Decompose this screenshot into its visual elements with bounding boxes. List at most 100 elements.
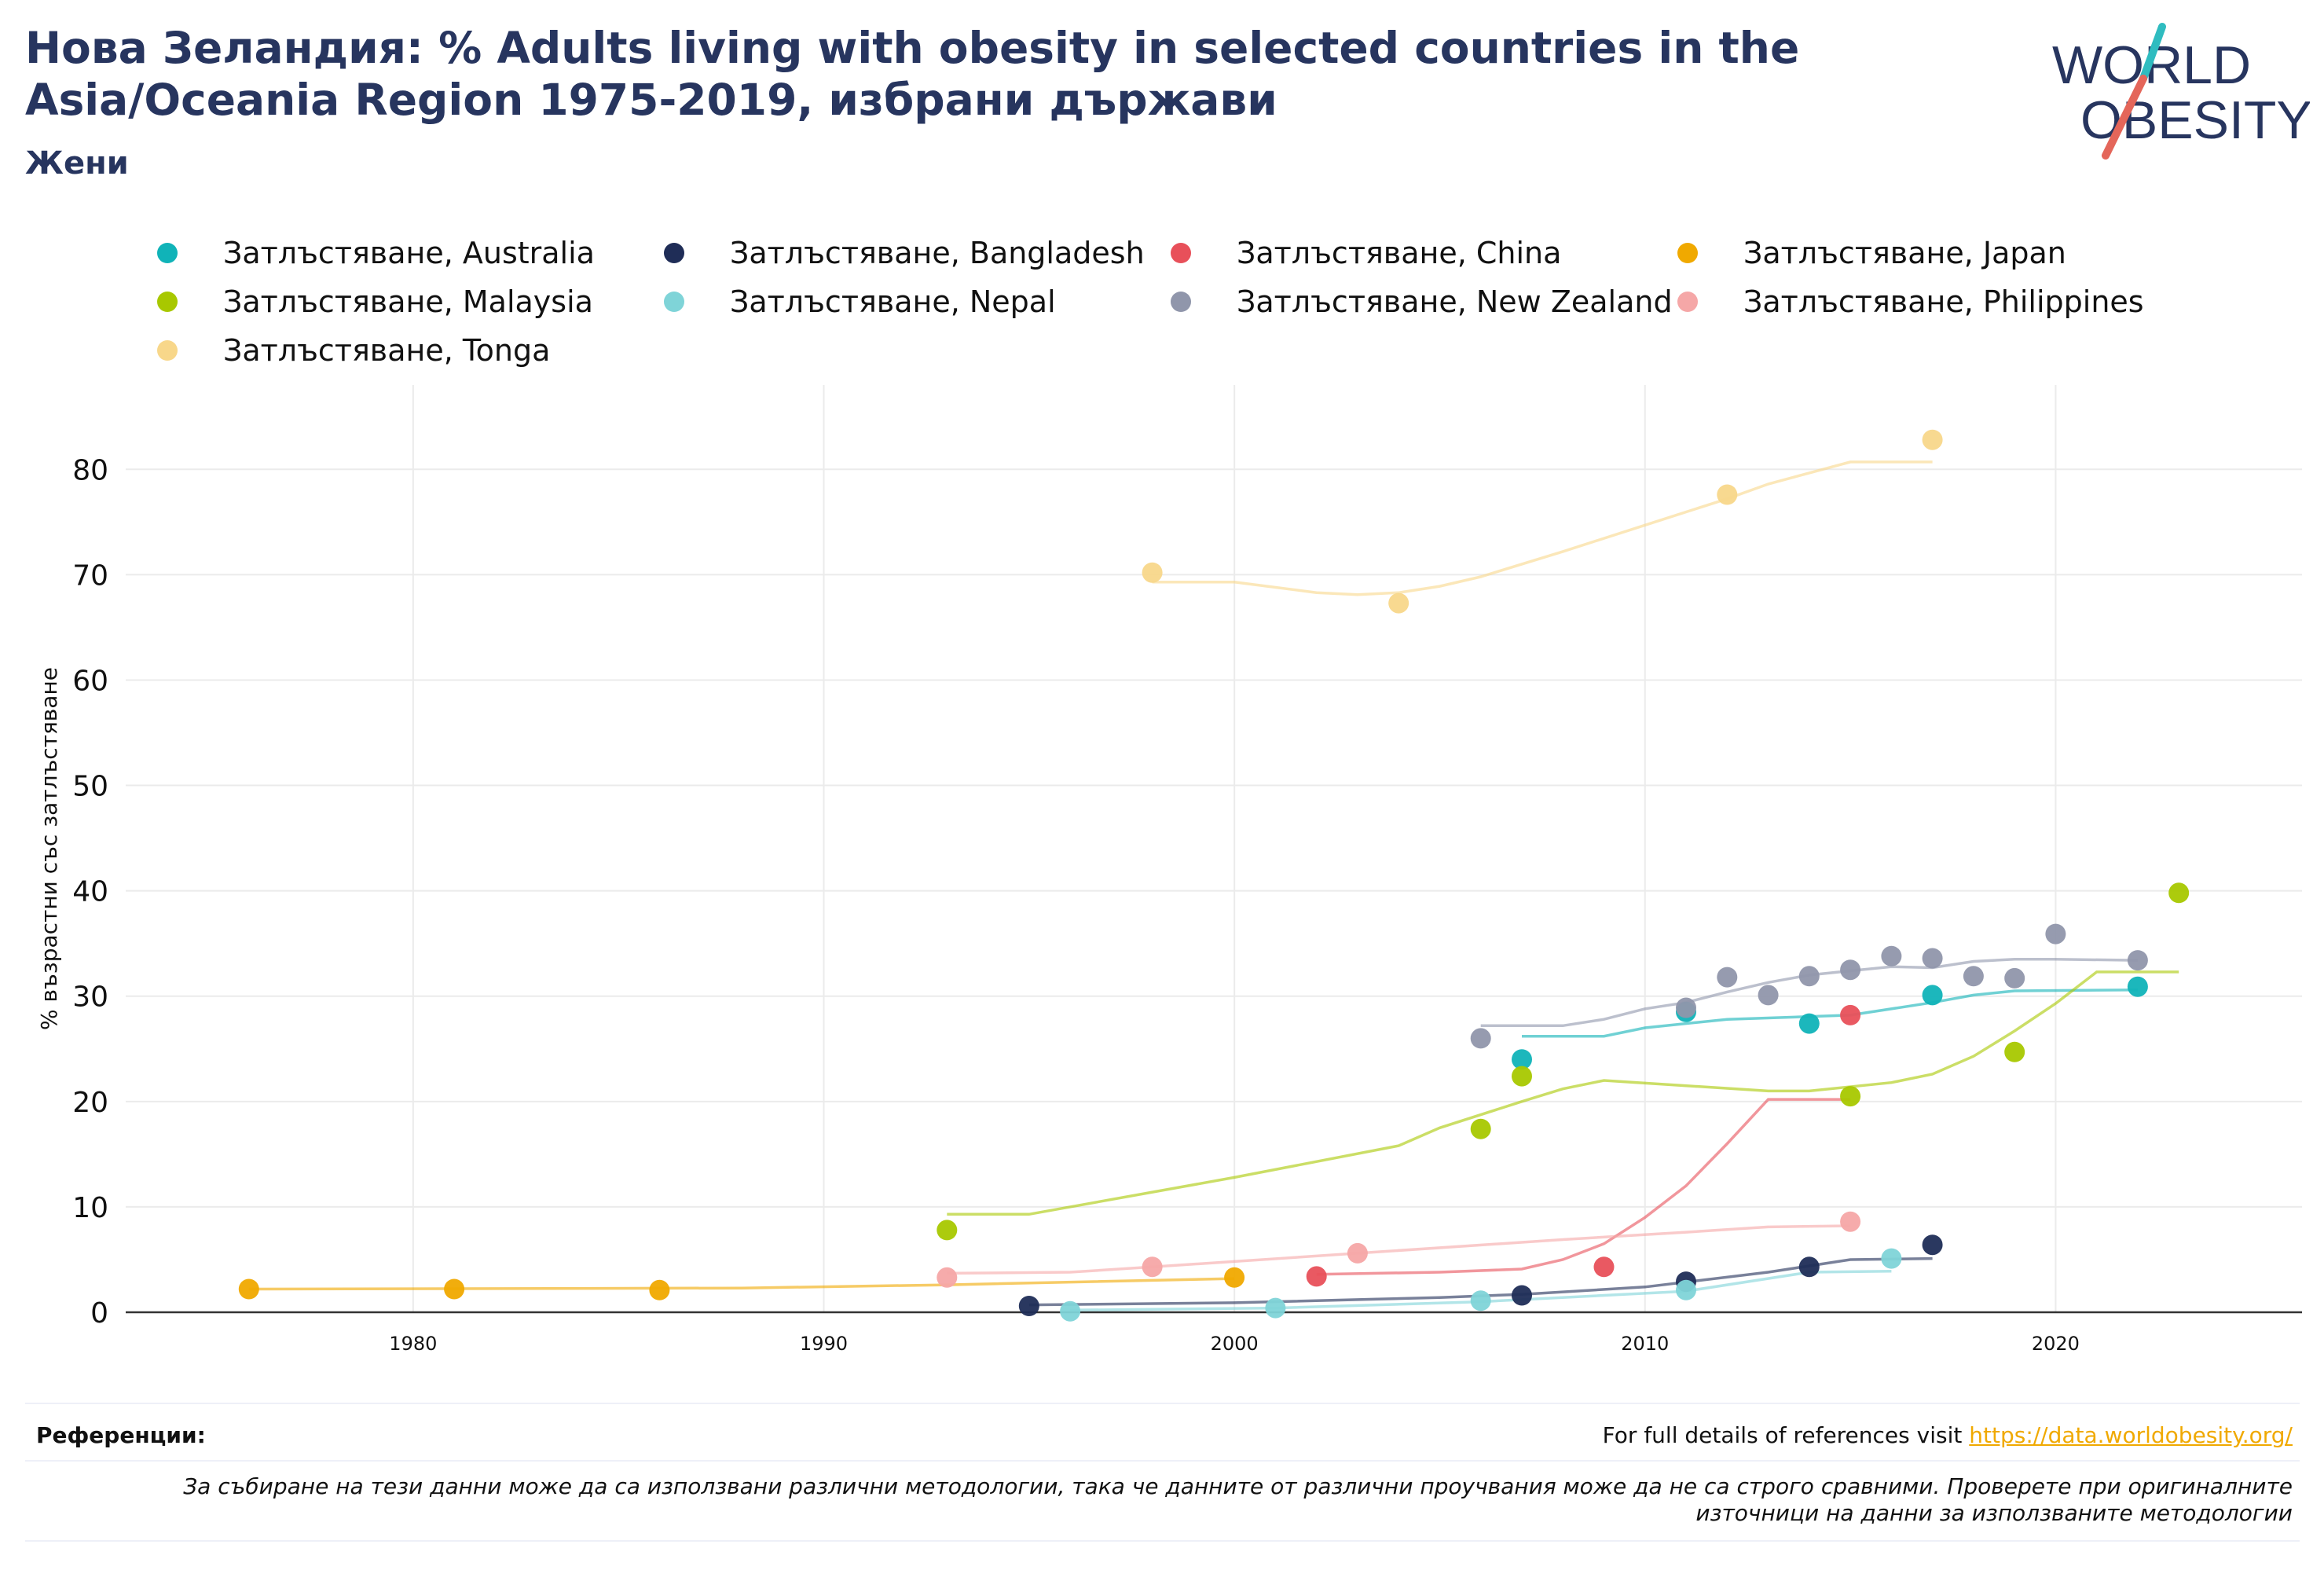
legend-label: Затлъстяване, Japan xyxy=(1743,236,2066,270)
data-point xyxy=(1922,948,1943,969)
data-point xyxy=(2004,1041,2025,1062)
data-point xyxy=(1881,945,1902,967)
y-tick-label: 70 xyxy=(72,559,108,592)
x-tick-label: 2010 xyxy=(1621,1333,1669,1355)
legend-marker xyxy=(157,292,178,312)
data-point xyxy=(1840,959,1861,981)
data-point xyxy=(1758,985,1779,1006)
methodology-note: За събиране на тези данни може да са изп… xyxy=(183,1473,2293,1526)
data-point xyxy=(1963,966,1984,987)
footer-divider-3 xyxy=(25,1540,2300,1542)
data-point xyxy=(1840,1211,1861,1232)
y-tick-label: 30 xyxy=(72,981,108,1014)
x-tick-label: 1990 xyxy=(800,1333,848,1355)
data-point xyxy=(1717,484,1738,505)
data-point xyxy=(2168,882,2190,904)
legend-label: Затлъстяване, China xyxy=(1237,236,1562,270)
data-point xyxy=(2045,923,2066,945)
data-point xyxy=(1060,1300,1081,1322)
data-point xyxy=(1018,1296,1039,1316)
y-tick-label: 60 xyxy=(72,665,108,697)
references-text: For full details of references visit htt… xyxy=(1603,1422,2293,1448)
x-tick-label: 2020 xyxy=(2032,1333,2080,1355)
data-point xyxy=(1265,1297,1286,1319)
data-point xyxy=(1306,1266,1327,1287)
references-label: Референции: xyxy=(36,1422,206,1448)
data-point xyxy=(1142,562,1163,583)
data-point xyxy=(1676,1279,1696,1300)
references-link[interactable]: https://data.worldobesity.org/ xyxy=(1969,1422,2293,1448)
data-point xyxy=(1224,1267,1245,1288)
data-point xyxy=(1470,1028,1491,1049)
y-tick-label: 10 xyxy=(72,1192,108,1224)
data-point xyxy=(1798,1256,1820,1278)
data-point xyxy=(1470,1118,1491,1139)
series-trend-line xyxy=(248,1277,1235,1291)
legend-marker xyxy=(1677,243,1698,263)
data-point xyxy=(444,1278,465,1300)
legend-label: Затлъстяване, Nepal xyxy=(730,284,1056,319)
legend-marker xyxy=(157,243,178,263)
y-tick-label: 50 xyxy=(72,771,108,803)
data-point xyxy=(1881,1248,1902,1269)
data-point xyxy=(1676,997,1696,1018)
footer-divider xyxy=(25,1403,2300,1404)
legend-label: Затлъстяване, Tonga xyxy=(223,333,551,368)
data-point xyxy=(1347,1242,1368,1264)
legend-label: Затлъстяване, Philippines xyxy=(1743,284,2144,319)
legend-marker xyxy=(664,243,684,263)
data-point xyxy=(1717,967,1738,988)
legend-marker xyxy=(1171,243,1191,263)
data-point xyxy=(1922,985,1943,1006)
x-tick-label: 2000 xyxy=(1211,1333,1259,1355)
data-point xyxy=(1798,1013,1820,1034)
data-point xyxy=(937,1267,958,1288)
data-point xyxy=(2127,950,2148,971)
logo-teal-slash xyxy=(2139,23,2166,83)
data-point xyxy=(937,1220,958,1241)
data-point xyxy=(2127,976,2148,997)
world-obesity-logo: WORLD OBESITY xyxy=(2052,23,2310,160)
legend-label: Затлъстяване, Australia xyxy=(223,236,595,270)
y-tick-label: 0 xyxy=(90,1297,108,1330)
data-point xyxy=(1512,1285,1532,1306)
data-point xyxy=(238,1278,259,1300)
data-point xyxy=(1512,1066,1532,1087)
series-trend-line xyxy=(947,970,2179,1216)
legend-label: Затлъстяване, New Zealand xyxy=(1237,284,1673,319)
legend-label: Затлъстяване, Malaysia xyxy=(223,284,593,319)
series-trend-line xyxy=(1316,1098,1851,1276)
references-prefix: For full details of references visit xyxy=(1602,1422,1970,1448)
data-point xyxy=(1593,1256,1615,1278)
legend-label: Затлъстяване, Bangladesh xyxy=(730,236,1145,270)
data-point xyxy=(1922,429,1943,450)
y-tick-label: 40 xyxy=(72,876,108,908)
legend-marker xyxy=(664,292,684,312)
series-trend-line xyxy=(1152,460,1933,596)
data-point xyxy=(1798,966,1820,987)
data-point xyxy=(1512,1049,1532,1070)
legend-marker xyxy=(1171,292,1191,312)
legend-marker xyxy=(1677,292,1698,312)
y-tick-label: 20 xyxy=(72,1087,108,1119)
y-tick-label: 80 xyxy=(72,454,108,486)
y-axis-label: % възрастни със затлъстяване xyxy=(36,667,62,1030)
series-trend-line xyxy=(1480,958,2138,1028)
footer-divider-2 xyxy=(25,1460,2300,1462)
logo-red-slash xyxy=(2102,75,2147,160)
chart-plot: 0 10 20 30 40 50 60 70 80 1980 1990 2000 2010 2020 % в… xyxy=(36,385,2302,1355)
data-point xyxy=(1922,1234,1943,1256)
data-point xyxy=(1142,1256,1163,1278)
data-point xyxy=(2004,967,2025,989)
data-point xyxy=(1840,1004,1861,1025)
data-point xyxy=(1388,592,1409,614)
data-point xyxy=(1470,1290,1491,1311)
x-tick-label: 1980 xyxy=(389,1333,437,1355)
series-trend-line xyxy=(947,1224,1851,1275)
data-point xyxy=(649,1279,670,1300)
legend-marker xyxy=(157,340,178,361)
series-trend-line xyxy=(1070,1269,1892,1312)
data-point xyxy=(1840,1086,1861,1107)
page-title: Нова Зеландия: % Adults living with obes… xyxy=(25,23,1800,125)
page-subtitle: Жени xyxy=(25,145,129,182)
